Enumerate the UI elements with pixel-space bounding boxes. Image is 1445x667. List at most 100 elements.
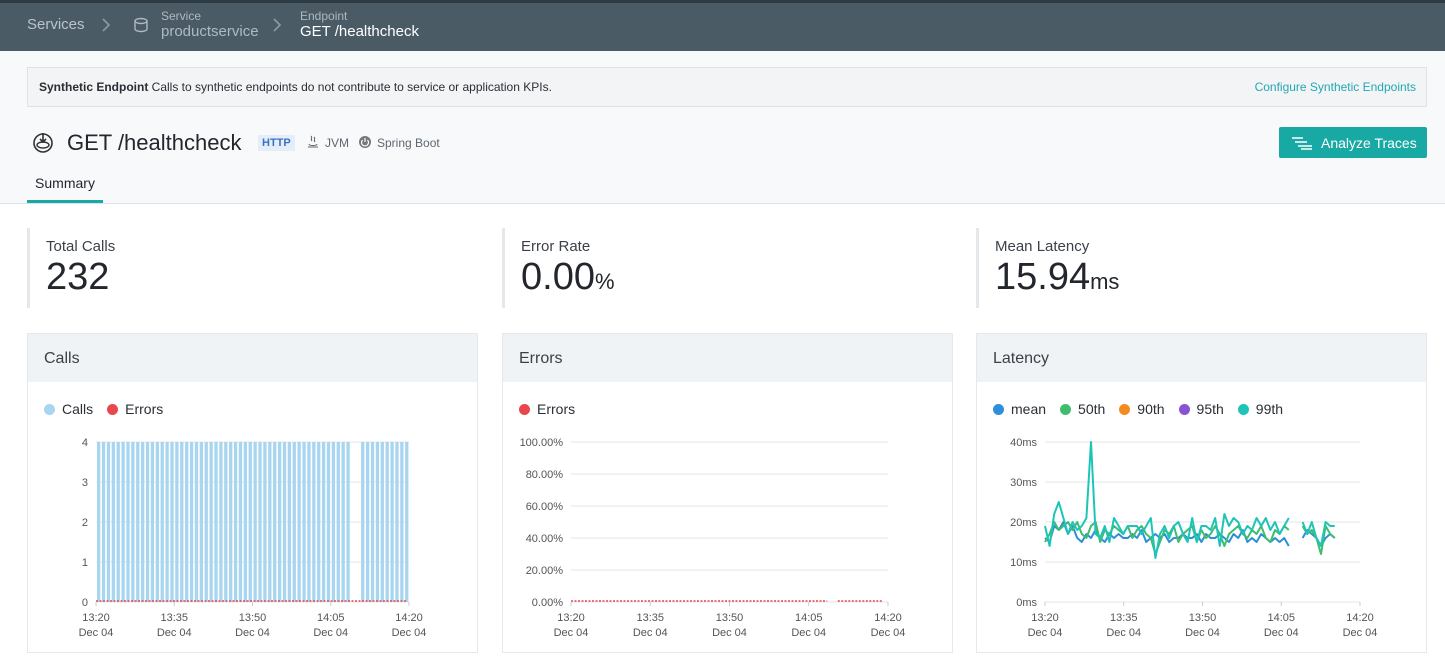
legend-errors[interactable]: Errors [107, 401, 163, 417]
calls-bar [111, 442, 115, 602]
calls-bar [302, 442, 306, 602]
tab-divider [0, 203, 1445, 204]
kpi-error-rate-unit: % [594, 269, 615, 294]
java-icon [308, 135, 318, 148]
latency-chart: 0ms 10ms 20ms 30ms 40ms 13:20 Dec 04 13:35 Dec 0… [1010, 437, 1378, 639]
x-tick-label: 14:05 [1267, 612, 1295, 624]
database-icon [134, 17, 148, 33]
errors-panel-header: Errors [503, 334, 952, 382]
page-title: GET /healthcheck [67, 130, 242, 155]
calls-bar [204, 442, 208, 602]
configure-synthetic-endpoints-link[interactable]: Configure Synthetic Endpoints [1254, 80, 1416, 94]
tab-summary[interactable]: Summary [27, 170, 103, 203]
legend-95th-swatch [1178, 403, 1190, 415]
calls-bar [375, 442, 380, 602]
legend-errors-label: Errors [125, 401, 164, 417]
breadcrumb-services[interactable]: Services [27, 16, 85, 33]
legend-calls[interactable]: Calls [44, 401, 93, 417]
kpi-error-rate-value: 0.00% [521, 256, 615, 299]
legend-99th-label: 99th [1255, 401, 1284, 417]
y-tick-label: 4 [82, 437, 88, 449]
breadcrumb-service-value: productservice [161, 23, 259, 40]
kpi-total-calls-label: Total Calls [46, 238, 116, 255]
calls-bar [165, 442, 169, 602]
x-tick-label: 13:20 [1031, 612, 1059, 624]
x-tick-label: 13:20 [557, 612, 585, 624]
x-tick-label: 14:05 [795, 612, 823, 624]
latency-series-99th [1044, 441, 1335, 559]
legend-90th-label: 90th [1137, 401, 1165, 417]
calls-bar [209, 442, 213, 602]
spring-boot-icon [359, 136, 371, 148]
calls-bar [180, 442, 184, 602]
legend-50th[interactable]: 50th [1060, 401, 1105, 417]
calls-bar [121, 442, 125, 602]
kpi-error-rate: Error Rate 0.00% [502, 228, 952, 308]
calls-bar [400, 442, 404, 602]
calls-bar [131, 442, 135, 602]
calls-panel-header: Calls [28, 334, 477, 382]
y-tick-label: 40ms [1010, 437, 1037, 449]
legend-mean[interactable]: mean [993, 401, 1046, 417]
calls-chart: 0 1 2 3 4 13:20 Dec 04 13:35 Dec 04 13:50 Dec 04 14… [79, 437, 427, 639]
calls-bar [101, 442, 106, 602]
legend-90th[interactable]: 90th [1119, 401, 1165, 417]
analyze-traces-button[interactable]: Analyze Traces [1279, 127, 1427, 158]
calls-bar [106, 442, 111, 602]
legend-95th[interactable]: 95th [1178, 401, 1224, 417]
calls-bar [175, 442, 179, 602]
chevron-right-icon [102, 18, 111, 32]
y-tick-label: 0.00% [532, 597, 563, 609]
legend-50th-swatch [1060, 403, 1072, 415]
calls-bar [326, 442, 331, 602]
x-tick-date-label: Dec 04 [1264, 627, 1299, 639]
kpi-total-calls-number: 232 [46, 256, 110, 298]
calls-bar [136, 442, 140, 602]
breadcrumb-endpoint: Endpoint GET /healthcheck [300, 9, 419, 40]
calls-bar [263, 442, 267, 602]
x-tick-date-label: Dec 04 [79, 627, 114, 639]
calls-bar [145, 442, 150, 602]
x-tick-date-label: Dec 04 [1028, 627, 1063, 639]
y-tick-label: 100.00% [520, 437, 564, 449]
calls-bar [258, 442, 262, 602]
y-tick-label: 20ms [1010, 517, 1037, 529]
legend-mean-label: mean [1011, 401, 1047, 417]
x-tick-date-label: Dec 04 [157, 627, 192, 639]
banner-message: Synthetic Endpoint Calls to synthetic en… [39, 80, 552, 94]
calls-bar [321, 442, 326, 602]
x-tick-date-label: Dec 04 [1343, 627, 1378, 639]
calls-bar [170, 442, 174, 602]
x-tick-label: 13:35 [160, 612, 188, 624]
calls-bar [268, 442, 272, 602]
calls-bar [317, 442, 321, 602]
legend-99th[interactable]: 99th [1237, 401, 1284, 417]
legend-errors[interactable]: Errors [519, 401, 575, 417]
banner-description: Calls to synthetic endpoints do not cont… [148, 80, 552, 94]
kpi-total-calls-value: 232 [46, 256, 109, 299]
breadcrumb-endpoint-label: Endpoint [300, 9, 348, 23]
calls-bar [331, 442, 336, 602]
x-tick-label: 14:05 [317, 612, 345, 624]
calls-bar [297, 442, 301, 602]
x-tick-date-label: Dec 04 [392, 627, 427, 639]
x-tick-label: 14:20 [874, 612, 902, 624]
legend-errors-swatch [107, 403, 119, 415]
x-tick-label: 13:50 [716, 612, 744, 624]
calls-bar [214, 442, 218, 602]
calls-bar [248, 442, 252, 602]
calls-legend: Calls Errors [44, 401, 163, 417]
calls-bar [253, 442, 257, 602]
x-tick-label: 13:35 [1110, 612, 1138, 624]
y-tick-label: 20.00% [526, 565, 564, 577]
calls-bar [194, 442, 199, 602]
calls-bar [229, 442, 233, 602]
latency-panel-title: Latency [993, 350, 1050, 367]
legend-calls-label: Calls [62, 401, 94, 417]
x-tick-date-label: Dec 04 [313, 627, 348, 639]
tech-spring-boot: Spring Boot [377, 136, 440, 150]
x-tick-label: 14:20 [1346, 612, 1374, 624]
x-tick-date-label: Dec 04 [712, 627, 747, 639]
breadcrumb-service[interactable]: Service productservice [161, 9, 259, 40]
errors-chart: 0.00% 20.00% 40.00% 60.00% 80.00% 100.00% 13:2… [520, 437, 906, 639]
